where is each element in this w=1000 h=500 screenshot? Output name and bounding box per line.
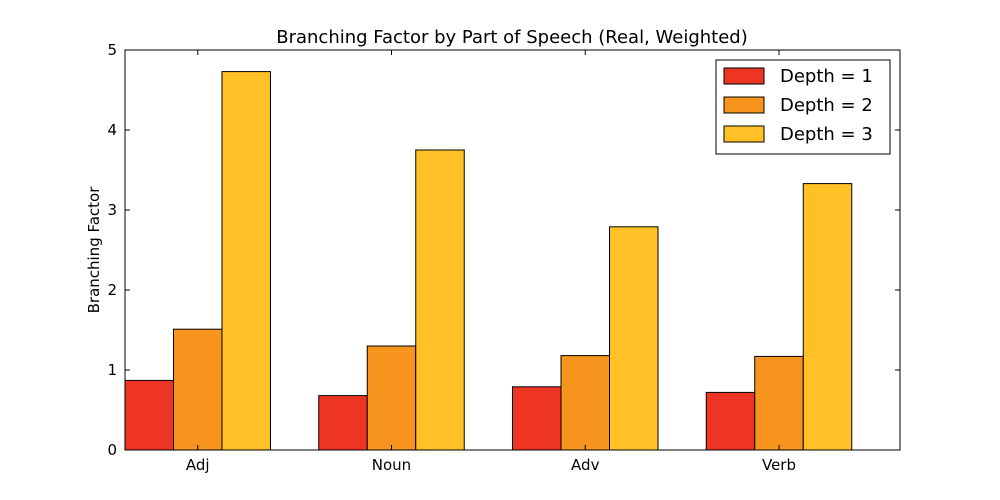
bar-noun-series-3 (415, 149, 465, 451)
bar-adv-series-1 (512, 386, 562, 451)
x-tick-label: Adj (186, 456, 210, 474)
y-tick-label: 3 (107, 201, 117, 219)
legend: Depth = 1 Depth = 2 Depth = 3 (715, 59, 891, 155)
x-ticks: Adj Noun Adv Verb (186, 50, 796, 474)
legend-label: Depth = 1 (780, 66, 873, 87)
bar-verb-series-2 (754, 355, 804, 451)
plot-frame (124, 49, 901, 451)
bar-noun-series-2 (366, 345, 417, 451)
bar-adj-series-3 (221, 71, 271, 451)
legend-swatch (723, 96, 765, 114)
legend-label: Depth = 2 (780, 95, 873, 116)
chart-title: Branching Factor by Part of Speech (Real… (276, 27, 748, 48)
bar-verb-series-1 (705, 391, 756, 451)
bar-verb-series-3 (802, 183, 853, 451)
bars-group (124, 71, 853, 451)
bar-adj-series-2 (173, 328, 223, 451)
y-tick-label: 4 (107, 121, 117, 139)
x-tick-label: Adv (571, 456, 600, 474)
legend-label: Depth = 3 (780, 124, 873, 145)
bar-adj-series-1 (124, 379, 174, 451)
legend-swatch (723, 125, 765, 143)
y-tick-label: 5 (107, 41, 117, 59)
bar-noun-series-1 (318, 395, 368, 451)
bar-adv-series-3 (609, 226, 659, 451)
x-tick-label: Noun (372, 456, 411, 474)
bar-adv-series-2 (560, 355, 610, 451)
y-tick-label: 2 (107, 281, 117, 299)
y-tick-label: 1 (107, 361, 117, 379)
y-axis-label: Branching Factor (85, 186, 103, 314)
x-tick-label: Verb (762, 456, 796, 474)
legend-swatch (723, 67, 765, 85)
y-tick-label: 0 (107, 441, 117, 459)
